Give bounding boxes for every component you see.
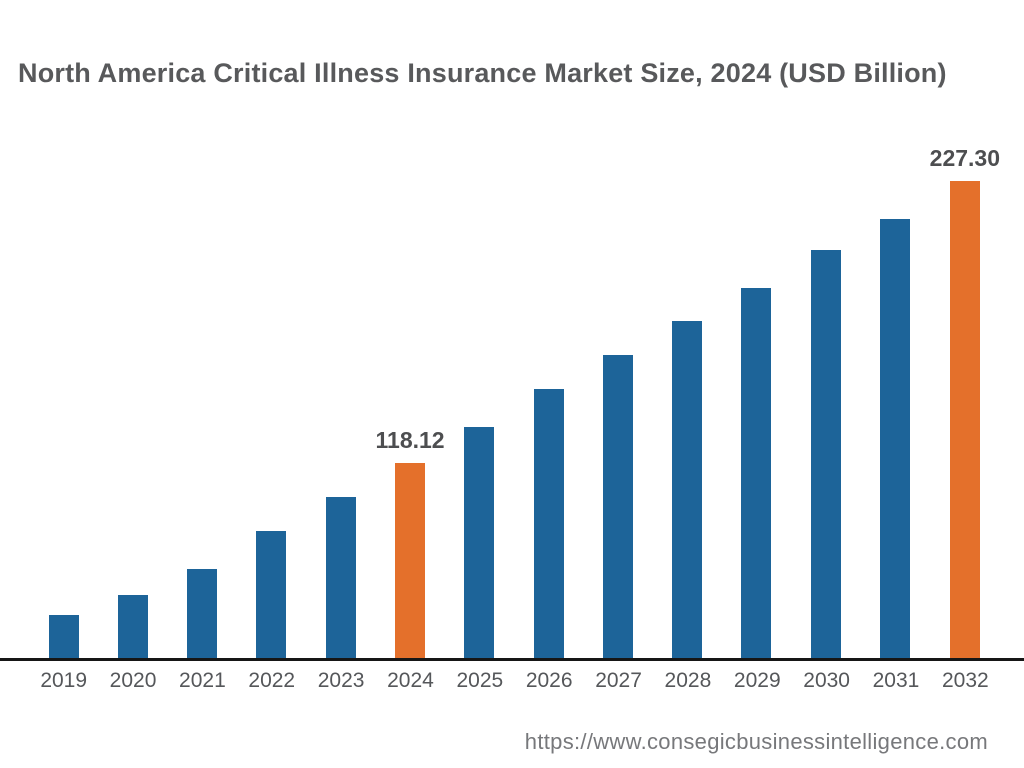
x-tick-label: 2032 [941, 669, 989, 692]
bar [810, 250, 841, 658]
x-tick-label: 2021 [179, 669, 226, 692]
x-tick-label: 2030 [803, 669, 850, 692]
bar-column [722, 140, 791, 658]
bar-column [29, 140, 98, 658]
x-tick-label: 2031 [872, 669, 920, 692]
plot-area: 118.12 227.30 [29, 140, 1000, 658]
bar-column [168, 140, 237, 658]
bar-column [445, 140, 514, 658]
bar-column [237, 140, 306, 658]
bar [602, 355, 633, 658]
source-url: https://www.consegicbusinessintelligence… [524, 729, 988, 754]
bar [533, 389, 564, 658]
bar [117, 595, 148, 658]
x-tick-label: 2023 [317, 669, 365, 692]
x-tick-label: 2020 [109, 669, 157, 692]
bar-column [98, 140, 167, 658]
bar-column [583, 140, 652, 658]
bar-column [514, 140, 583, 658]
bar-column [653, 140, 722, 658]
bar [325, 497, 356, 658]
bar-column [860, 140, 929, 658]
bar [880, 219, 911, 658]
x-tick-label: 2028 [664, 669, 712, 692]
x-tick-label: 2027 [595, 669, 642, 692]
bar [741, 288, 772, 658]
x-tick-label: 2026 [525, 669, 573, 692]
x-tick-label: 2024 [387, 669, 434, 692]
bar-value-label: 227.30 [929, 145, 1001, 172]
bar-value-label: 118.12 [375, 427, 445, 454]
x-tick-label: 2022 [248, 669, 296, 692]
x-axis-line [0, 658, 1024, 661]
bar [256, 531, 287, 658]
bar [187, 569, 218, 658]
bar [395, 463, 426, 658]
bar [48, 615, 79, 658]
bar-column: 118.12 [375, 140, 445, 658]
bar-column: 227.30 [930, 140, 1000, 658]
bar-column [306, 140, 375, 658]
bar [464, 427, 495, 658]
x-tick-label: 2029 [733, 669, 781, 692]
bar [672, 321, 703, 658]
chart-title: North America Critical Illness Insurance… [18, 58, 947, 88]
x-tick-label: 2025 [456, 669, 504, 692]
x-tick-label: 2019 [40, 669, 88, 692]
x-axis-labels: 2019 2020 2021 2022 2023 2024 2025 2026 2027 2028… [29, 669, 1000, 693]
bar [949, 181, 980, 658]
bar-column [791, 140, 860, 658]
